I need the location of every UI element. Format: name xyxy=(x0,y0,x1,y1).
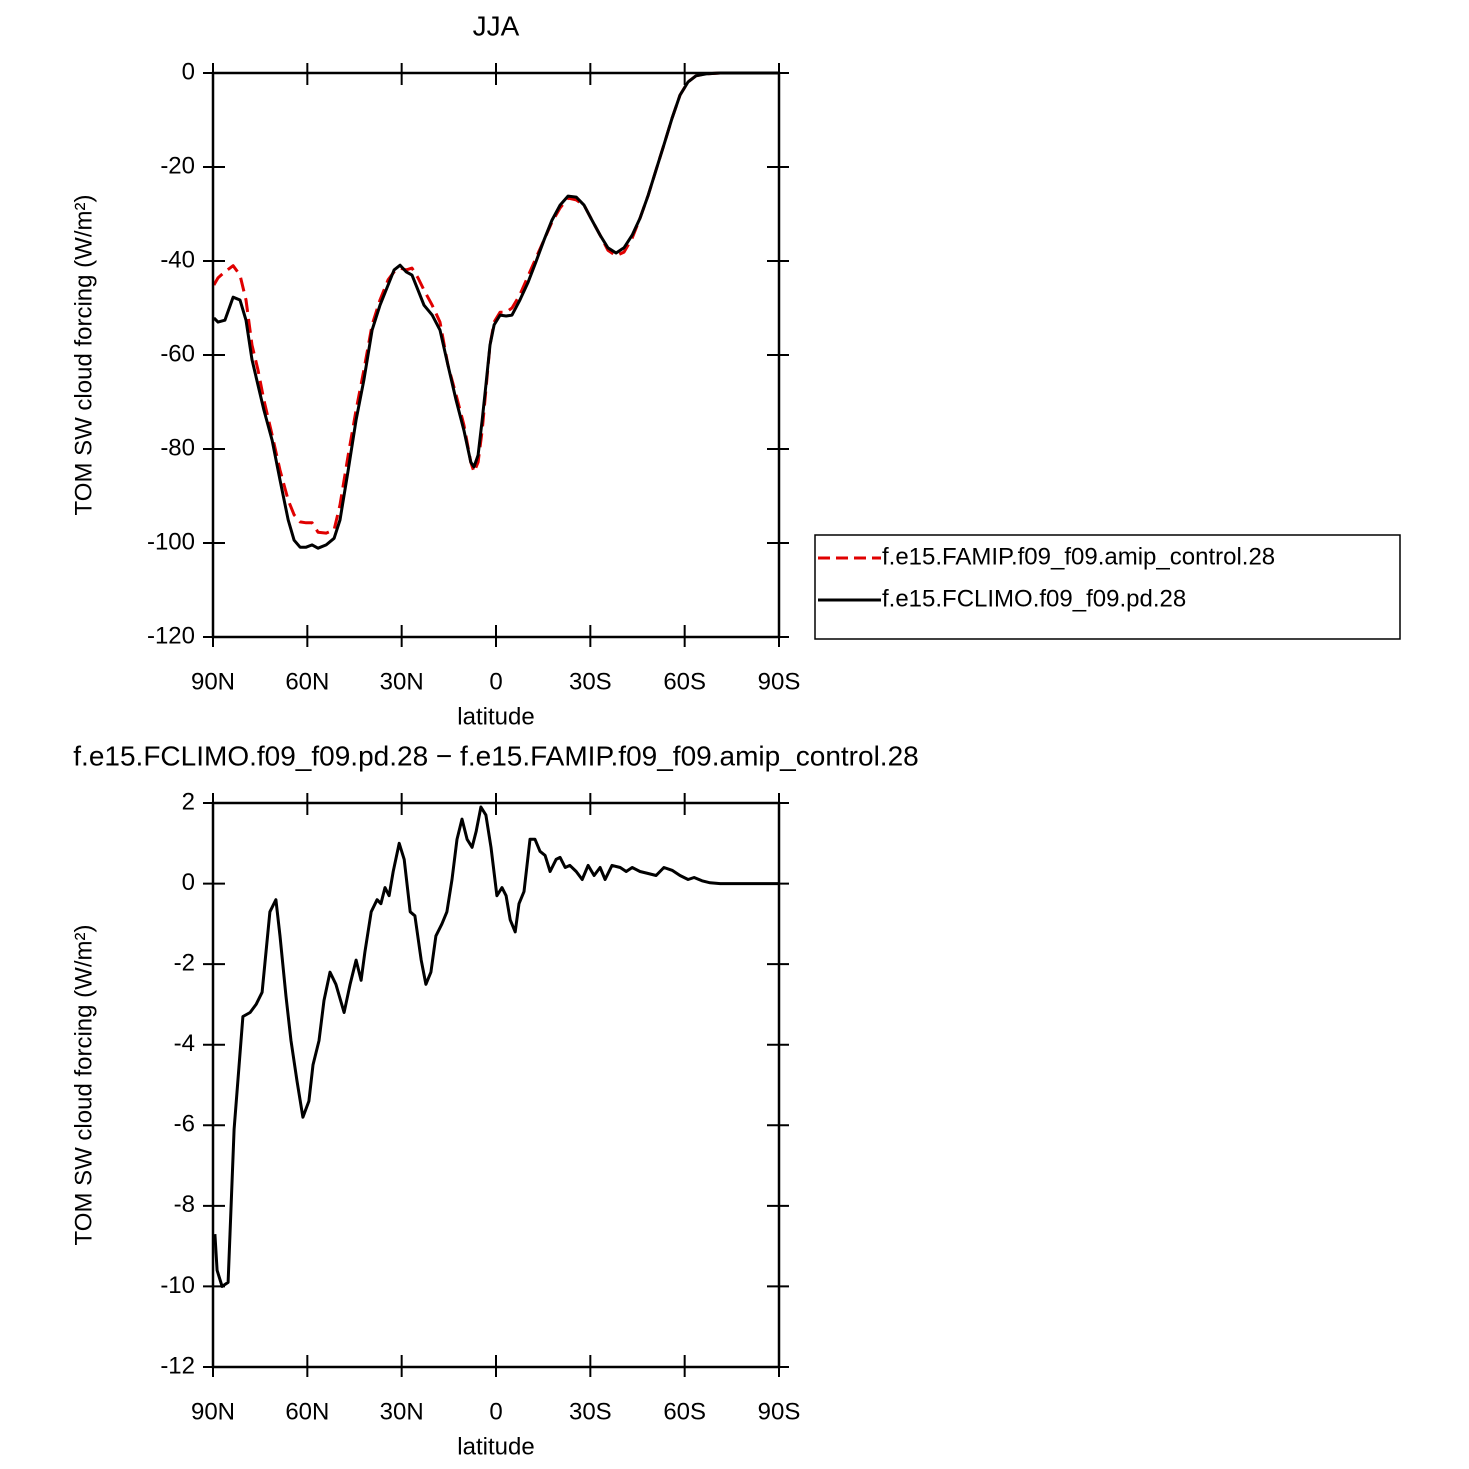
y-tick-label: -8 xyxy=(174,1191,195,1218)
y-axis-label: TOM SW cloud forcing (W/m²) xyxy=(70,195,97,516)
x-tick-label: 0 xyxy=(489,668,502,695)
x-tick-label: 30S xyxy=(569,668,612,695)
x-tick-label: 60N xyxy=(285,1398,329,1425)
x-tick-label: 60S xyxy=(663,1398,706,1425)
x-tick-label: 30N xyxy=(380,1398,424,1425)
y-tick-label: 0 xyxy=(182,58,195,85)
y-tick-label: -10 xyxy=(160,1272,195,1299)
plot-frame xyxy=(211,71,781,639)
x-tick-label: 90S xyxy=(758,668,801,695)
chart-title: JJA xyxy=(473,10,520,41)
y-axis-label: TOM SW cloud forcing (W/m²) xyxy=(70,925,97,1246)
x-tick-label: 0 xyxy=(489,1398,502,1425)
y-tick-label: -20 xyxy=(160,152,195,179)
x-tick-label: 90S xyxy=(758,1398,801,1425)
legend-frame xyxy=(814,534,1401,640)
legend: f.e15.FAMIP.f09_f09.amip_control.28 f.e15… xyxy=(814,534,1401,640)
x-tick-label: 60N xyxy=(285,668,329,695)
x-tick-label: 30N xyxy=(380,668,424,695)
data-line xyxy=(212,71,779,535)
y-tick-label: 0 xyxy=(182,869,195,896)
y-tick-label: 2 xyxy=(182,788,195,815)
chart-title: f.e15.FCLIMO.f09_f09.pd.28 − f.e15.FAMIP… xyxy=(73,740,918,771)
x-axis-label: latitude xyxy=(457,703,534,730)
x-tick-label: 90N xyxy=(191,1398,235,1425)
legend-label: f.e15.FCLIMO.f09_f09.pd.28 xyxy=(882,585,1186,612)
data-line xyxy=(213,805,779,1288)
x-axis-label: latitude xyxy=(457,1433,534,1460)
y-tick-label: -60 xyxy=(160,340,195,367)
y-tick-label: -80 xyxy=(160,434,195,461)
y-tick-label: -4 xyxy=(174,1030,195,1057)
y-tick-label: -100 xyxy=(147,528,195,555)
x-tick-label: 60S xyxy=(663,668,706,695)
legend-label: f.e15.FAMIP.f09_f09.amip_control.28 xyxy=(882,543,1275,570)
x-tick-label: 90N xyxy=(191,668,235,695)
x-tick-label: 30S xyxy=(569,1398,612,1425)
y-tick-label: -12 xyxy=(160,1352,195,1379)
plot-frame xyxy=(211,801,781,1369)
y-tick-label: -6 xyxy=(174,1111,195,1138)
y-tick-label: -2 xyxy=(174,949,195,976)
y-tick-label: -120 xyxy=(147,622,195,649)
data-line xyxy=(212,71,779,550)
y-tick-label: -40 xyxy=(160,246,195,273)
